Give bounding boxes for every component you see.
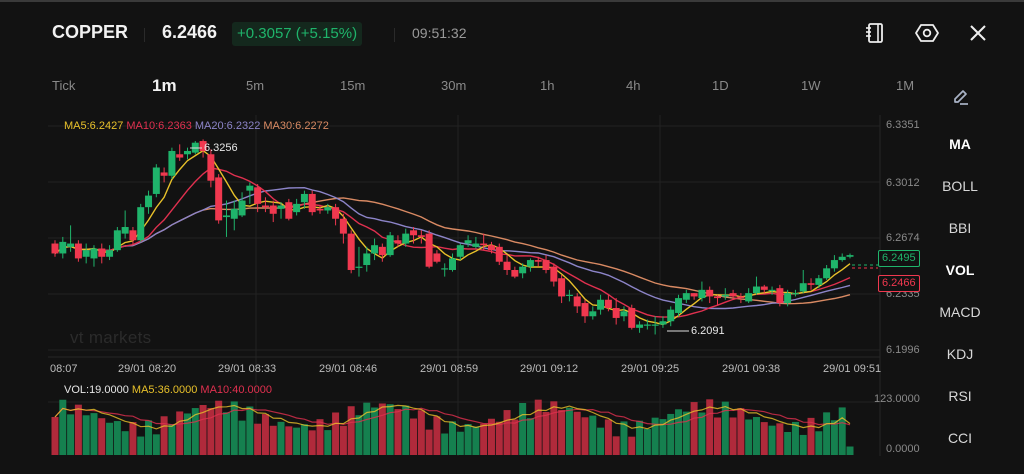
notebook-icon[interactable]: [862, 20, 888, 46]
tab-1mo[interactable]: 1M: [896, 78, 915, 93]
timestamp: 09:51:32: [412, 25, 467, 41]
time-tick: 29/01 09:25: [621, 363, 680, 375]
price-tick: 6.1996: [886, 344, 920, 356]
vol-ma5-value: MA5:36.0000: [131, 384, 198, 396]
timeframe-tabs: Tick 1m 5m 15m 30m 1h 4h 1D 1W 1M: [0, 66, 940, 106]
tab-4h[interactable]: 4h: [626, 78, 641, 93]
divider: [394, 28, 395, 42]
ma10-value: MA10:6.2363: [126, 120, 192, 132]
vol-ma10-value: MA10:40.0000: [200, 384, 272, 396]
indicator-ma[interactable]: MA: [949, 136, 971, 152]
divider: [144, 28, 145, 42]
settings-hex-icon[interactable]: [914, 20, 940, 46]
price-tick: 6.3012: [886, 177, 920, 189]
tab-30m[interactable]: 30m: [441, 78, 467, 93]
indicator-macd[interactable]: MACD: [939, 304, 981, 320]
watermark-logo: vt markets: [70, 328, 152, 347]
symbol-name: COPPER: [52, 22, 129, 42]
indicator-vol[interactable]: VOL: [945, 262, 975, 278]
ma-legend: MA5:6.2427 MA10:6.2363 MA20:6.2322 MA30:…: [64, 120, 329, 132]
time-tick: 29/01 09:51: [823, 363, 882, 375]
draw-pencil-icon[interactable]: [951, 87, 971, 107]
volume-tick: 0.0000: [886, 443, 920, 455]
time-tick: 29/01 09:12: [520, 363, 579, 375]
volume-tick: 123.0000: [874, 393, 920, 405]
indicator-cci[interactable]: CCI: [947, 430, 973, 446]
vol-value: VOL:19.0000: [64, 384, 129, 396]
last-price: 6.2466: [162, 22, 218, 42]
ma30-value: MA30:6.2272: [263, 120, 329, 132]
indicator-bbi[interactable]: BBI: [948, 220, 972, 236]
tab-1d[interactable]: 1D: [712, 78, 729, 93]
time-tick: 29/01 08:59: [420, 363, 479, 375]
ma20-value: MA20:6.2322: [194, 120, 261, 132]
time-tick: 08:07: [50, 363, 78, 375]
tab-1m[interactable]: 1m: [152, 76, 177, 95]
tab-tick[interactable]: Tick: [52, 78, 76, 93]
time-tick: 29/01 08:20: [118, 363, 177, 375]
time-tick: 29/01 08:33: [218, 363, 277, 375]
low-label: 6.2091: [691, 325, 725, 337]
price-tick: 6.2674: [886, 232, 920, 244]
tab-5m[interactable]: 5m: [246, 78, 265, 93]
price-tick: 6.3351: [886, 119, 920, 131]
price-change-badge: +0.3057 (+5.15%): [232, 22, 363, 46]
time-tick: 29/01 08:46: [319, 363, 378, 375]
tab-1h[interactable]: 1h: [540, 78, 555, 93]
time-tick: 29/01 09:38: [722, 363, 781, 375]
indicator-boll[interactable]: BOLL: [942, 178, 978, 194]
tab-1w[interactable]: 1W: [801, 78, 821, 93]
header-bar: COPPER 6.2466 +0.3057 (+5.15%) 09:51:32: [0, 0, 1024, 62]
indicator-rsi[interactable]: RSI: [948, 388, 972, 404]
close-icon[interactable]: [965, 20, 991, 46]
tab-15m[interactable]: 15m: [340, 78, 366, 93]
volume-legend: VOL:19.0000 MA5:36.0000 MA10:40.0000: [64, 384, 272, 396]
indicator-kdj[interactable]: KDJ: [946, 346, 974, 362]
last-price-tag: 6.2466: [878, 275, 920, 292]
ma5-value: MA5:6.2427: [64, 120, 124, 132]
high-label: 6.3256: [204, 142, 238, 154]
bid-price-tag: 6.2495: [878, 250, 920, 267]
